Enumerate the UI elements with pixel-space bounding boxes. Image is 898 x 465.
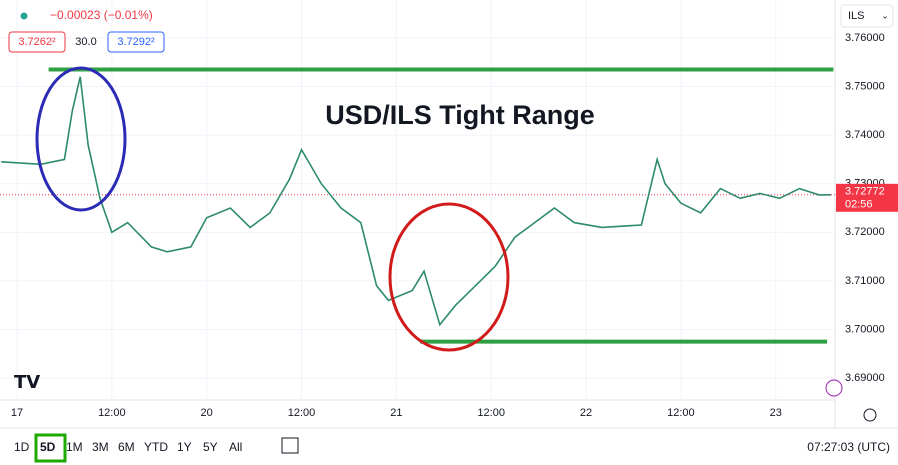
x-tick-label: 17 [11,407,23,419]
logo: 𝗧𝗩 [14,372,40,392]
range-button[interactable]: 1D [14,440,30,454]
range-button[interactable]: 1M [66,440,83,454]
x-tick-label: 12:00 [288,407,316,419]
settings-icon[interactable] [863,408,877,422]
highlight-ellipse [388,202,510,352]
plot [0,67,835,344]
change: −0.00023 (−0.01%) [50,8,153,22]
last-price-label: 3.72772 [845,186,885,198]
range-button[interactable]: 1Y [177,440,192,454]
range-button[interactable]: 3M [92,440,109,454]
countdown: 02:56 [845,199,873,211]
chart-title: USD/ILS Tight Range [325,100,595,130]
status-dot [20,12,28,20]
x-tick-label: 12:00 [477,407,505,419]
active-range-box [34,433,67,463]
x-tick-label: 21 [390,407,402,419]
y-tick-label: 3.76000 [845,32,885,44]
clock: 07:27:03 (UTC) [807,440,890,454]
range-button[interactable]: 5Y [203,440,218,454]
y-tick-label: 3.75000 [845,80,885,92]
price-line [1,76,832,327]
y-tick-label: 3.72000 [845,226,885,238]
date-range-icon[interactable] [281,437,299,454]
range-button[interactable]: 5D [40,440,56,454]
range-button[interactable]: All [229,440,242,454]
grid [0,0,835,400]
y-tick-label: 3.70000 [845,323,885,335]
alert-icon[interactable] [825,379,843,397]
y-tick-label: 3.74000 [845,129,885,141]
last-price-box [836,183,898,212]
x-tick-label: 20 [201,407,213,419]
x-tick-label: 12:00 [667,407,695,419]
x-tick-label: 22 [580,407,592,419]
range-button[interactable]: YTD [144,440,168,454]
x-tick-label: 12:00 [98,407,126,419]
bid-box[interactable] [8,31,66,53]
y-tick-label: 3.69000 [845,372,885,384]
ask: 3.7292² [117,36,155,48]
ask-box[interactable] [107,31,165,53]
currency-select[interactable] [840,4,894,28]
y-tick-label: 3.71000 [845,275,885,287]
x-tick-label: 23 [770,407,782,419]
spread: 30.0 [75,36,96,48]
highlight-ellipse [35,66,127,212]
currency: ILS [848,10,865,22]
range-button[interactable]: 6M [118,440,135,454]
dropdown-arrow: ⌄ [881,10,889,20]
bid: 3.7262² [18,36,56,48]
